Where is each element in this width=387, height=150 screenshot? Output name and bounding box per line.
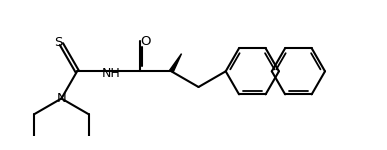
Text: S: S xyxy=(54,36,63,49)
Text: O: O xyxy=(140,35,151,48)
Polygon shape xyxy=(170,54,182,72)
Text: NH: NH xyxy=(102,67,121,80)
Text: N: N xyxy=(57,92,66,105)
